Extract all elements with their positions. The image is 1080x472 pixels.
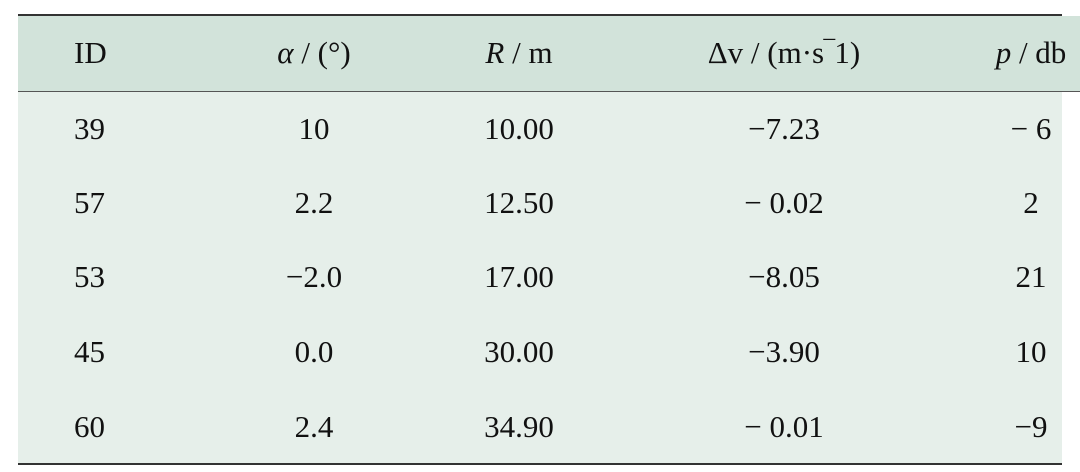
table-row: 45 0.0 30.00 −3.90 10: [18, 315, 1080, 390]
header-delta-v-unit: / (m·s‾1): [743, 35, 860, 70]
header-row: ID α / (°) R / m Δv / (m·s‾1) p / db: [18, 16, 1080, 91]
cell-p: 21: [944, 240, 1080, 315]
table-body: 39 10 10.00 −7.23 − 6 57 2.2 12.50 − 0.0…: [18, 91, 1080, 464]
header-id-label: ID: [74, 35, 107, 70]
header-p-unit: / db: [1011, 35, 1066, 70]
cell-r: 17.00: [414, 240, 624, 315]
cell-r: 30.00: [414, 315, 624, 390]
cell-p: −9: [944, 389, 1080, 464]
cell-r: 34.90: [414, 389, 624, 464]
table-row: 60 2.4 34.90 − 0.01 −9: [18, 389, 1080, 464]
header-delta-v: Δv / (m·s‾1): [624, 16, 944, 91]
table-row: 57 2.2 12.50 − 0.02 2: [18, 166, 1080, 241]
cell-p: 10: [944, 315, 1080, 390]
table-row: 39 10 10.00 −7.23 − 6: [18, 91, 1080, 166]
header-id: ID: [18, 16, 214, 91]
cell-alpha: 10: [214, 91, 414, 166]
cell-r: 12.50: [414, 166, 624, 241]
table-header: ID α / (°) R / m Δv / (m·s‾1) p / db: [18, 16, 1080, 91]
cell-delta-v: − 0.01: [624, 389, 944, 464]
data-table: ID α / (°) R / m Δv / (m·s‾1) p / db 39 …: [18, 16, 1080, 464]
cell-id: 39: [18, 91, 214, 166]
cell-delta-v: −8.05: [624, 240, 944, 315]
cell-id: 57: [18, 166, 214, 241]
cell-r: 10.00: [414, 91, 624, 166]
cell-delta-v: −7.23: [624, 91, 944, 166]
cell-p: 2: [944, 166, 1080, 241]
header-p: p / db: [944, 16, 1080, 91]
header-p-symbol: p: [996, 35, 1012, 70]
header-r: R / m: [414, 16, 624, 91]
cell-delta-v: − 0.02: [624, 166, 944, 241]
cell-alpha: 2.2: [214, 166, 414, 241]
header-alpha-symbol: α: [277, 35, 293, 70]
cell-alpha: 2.4: [214, 389, 414, 464]
header-delta-v-symbol: Δv: [708, 35, 743, 70]
data-table-container: ID α / (°) R / m Δv / (m·s‾1) p / db 39 …: [18, 14, 1062, 465]
cell-alpha: −2.0: [214, 240, 414, 315]
cell-p: − 6: [944, 91, 1080, 166]
cell-delta-v: −3.90: [624, 315, 944, 390]
cell-id: 60: [18, 389, 214, 464]
cell-id: 45: [18, 315, 214, 390]
header-r-unit: / m: [504, 35, 552, 70]
header-alpha-unit: / (°): [294, 35, 351, 70]
header-r-symbol: R: [485, 35, 504, 70]
header-alpha: α / (°): [214, 16, 414, 91]
table-row: 53 −2.0 17.00 −8.05 21: [18, 240, 1080, 315]
cell-id: 53: [18, 240, 214, 315]
cell-alpha: 0.0: [214, 315, 414, 390]
